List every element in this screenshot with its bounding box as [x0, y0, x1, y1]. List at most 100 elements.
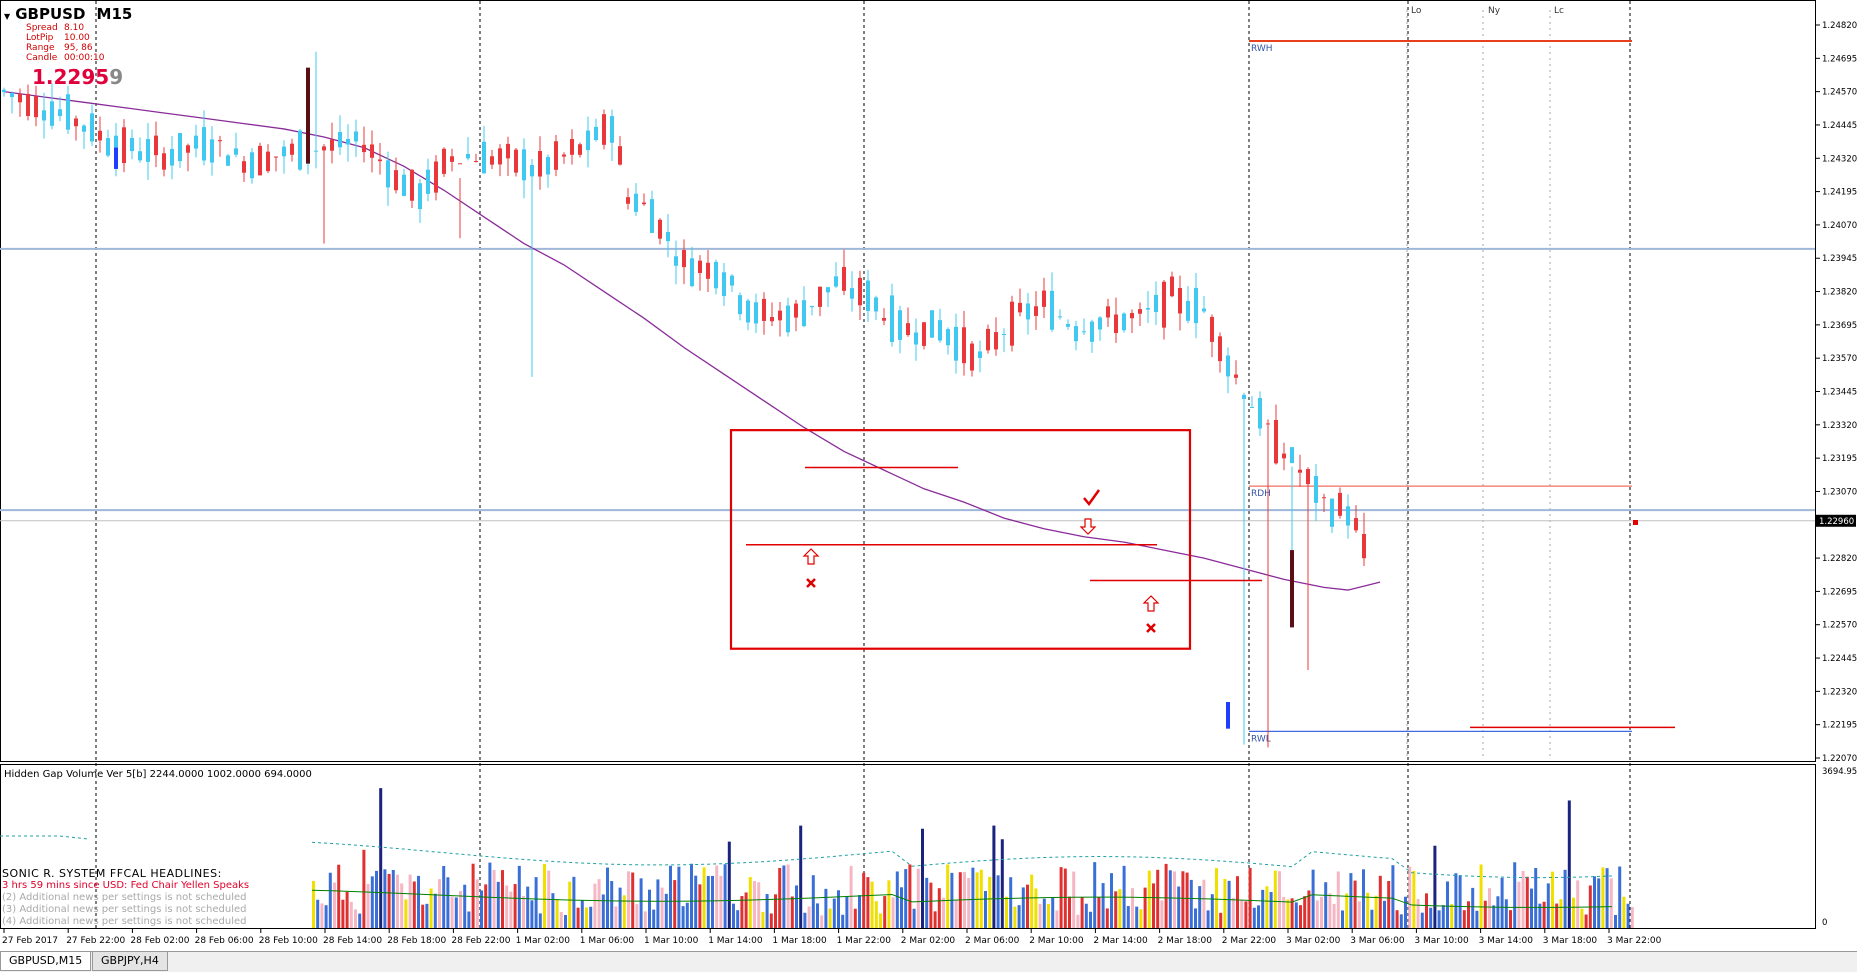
volume-bar — [656, 879, 660, 928]
candle-body — [634, 193, 638, 212]
volume-bar — [652, 909, 656, 928]
volume-bar — [484, 884, 488, 928]
volume-bar — [1030, 874, 1034, 928]
candle-body — [346, 138, 350, 145]
volume-bar — [1063, 868, 1067, 928]
candle-body — [482, 141, 486, 174]
price-tick-label: 1.23320 — [1822, 421, 1857, 431]
candle-body — [1218, 336, 1222, 362]
volume-bar — [1034, 888, 1038, 928]
candle-body — [946, 329, 950, 346]
candle-body — [994, 332, 998, 350]
volume-bar — [1265, 886, 1269, 928]
volume-bar — [1114, 891, 1118, 928]
volume-upper-band — [0, 835, 89, 840]
volume-bar — [1488, 888, 1491, 928]
tab-gbpjpy-h4[interactable]: GBPJPY,H4 — [92, 952, 168, 971]
volume-bar — [559, 912, 563, 928]
volume-bar — [438, 879, 441, 928]
candle-body — [714, 261, 718, 289]
volume-bar — [933, 911, 937, 928]
volume-bar — [362, 849, 366, 928]
candle-body — [770, 317, 774, 322]
candle-body — [666, 231, 670, 242]
volume-bar — [1353, 880, 1357, 928]
candle-body — [170, 148, 174, 166]
candle-body — [682, 250, 686, 268]
candle-body — [554, 141, 558, 170]
candle-body — [506, 143, 510, 159]
candle-body — [418, 183, 422, 210]
session-label: Lo — [1411, 6, 1422, 16]
volume-bar — [383, 869, 387, 928]
volume-bar — [753, 881, 756, 928]
volume-bar — [555, 899, 559, 928]
candle-body — [546, 156, 550, 175]
volume-bar — [513, 884, 517, 928]
time-tick-label: 1 Mar 18:00 — [772, 936, 827, 946]
candle-body — [826, 287, 830, 293]
volume-bar — [517, 865, 521, 928]
volume-bar — [744, 892, 748, 928]
volume-bar — [1433, 845, 1437, 928]
time-tick-label: 3 Mar 10:00 — [1414, 936, 1469, 946]
volume-bar — [1626, 903, 1630, 928]
buy-arrow-icon — [802, 548, 820, 565]
time-tick-label: 2 Mar 02:00 — [901, 936, 956, 946]
volume-bar — [1320, 896, 1323, 928]
price-tick-label: 1.23445 — [1822, 388, 1857, 398]
time-tick-label: 28 Feb 14:00 — [323, 936, 382, 946]
volume-bar — [320, 903, 324, 928]
volume-bar — [1156, 869, 1160, 928]
volume-bar — [412, 881, 416, 928]
volume-bar — [417, 875, 420, 928]
chart-tabs: GBPUSD,M15 GBPJPY,H4 — [0, 951, 1857, 972]
volume-bar — [866, 877, 870, 928]
volume-bar — [593, 883, 597, 928]
volume-bar — [1173, 871, 1176, 928]
volume-bar — [1143, 887, 1147, 928]
volume-bar — [1542, 901, 1546, 928]
volume-bar — [765, 894, 769, 928]
volume-bar — [879, 913, 882, 928]
time-tick-label: 1 Mar 02:00 — [516, 936, 571, 946]
volume-bar — [1450, 904, 1454, 928]
volume-bar — [1332, 903, 1336, 928]
candle-body — [626, 197, 630, 204]
volume-bar — [816, 903, 819, 928]
volume-bar — [1416, 899, 1420, 928]
volume-bar — [1181, 871, 1185, 928]
tab-gbpusd-m15[interactable]: GBPUSD,M15 — [0, 952, 92, 971]
volume-bar — [614, 906, 618, 928]
volume-pane-frame — [0, 764, 1816, 929]
time-tick-label: 3 Mar 18:00 — [1543, 936, 1598, 946]
volume-bar — [543, 863, 546, 928]
candle-body — [450, 156, 454, 162]
price-tick-label: 1.23945 — [1822, 254, 1857, 264]
candle-body — [1202, 308, 1206, 312]
candle-body — [90, 113, 94, 142]
volume-bar — [1290, 898, 1294, 928]
volume-bar — [1341, 910, 1344, 928]
candle-body — [314, 150, 318, 152]
volume-bar — [715, 865, 719, 928]
volume-bar — [967, 877, 971, 928]
volume-bar — [1042, 898, 1046, 928]
volume-bar — [664, 893, 668, 928]
volume-bar — [1618, 866, 1622, 928]
candle-body — [786, 305, 790, 333]
volume-bar — [1378, 875, 1382, 928]
volume-bar — [1273, 870, 1277, 928]
volume-bar — [580, 900, 584, 928]
volume-bar — [643, 911, 647, 928]
candle-body — [1314, 476, 1318, 503]
volume-bar — [312, 880, 315, 928]
time-tick-label: 28 Feb 22:00 — [451, 936, 510, 946]
candle-body — [162, 153, 166, 170]
volume-bar — [341, 899, 345, 928]
volume-bar — [585, 907, 588, 928]
candle-body — [1226, 355, 1230, 377]
volume-bar — [1076, 914, 1080, 928]
volume-bar — [803, 912, 807, 928]
